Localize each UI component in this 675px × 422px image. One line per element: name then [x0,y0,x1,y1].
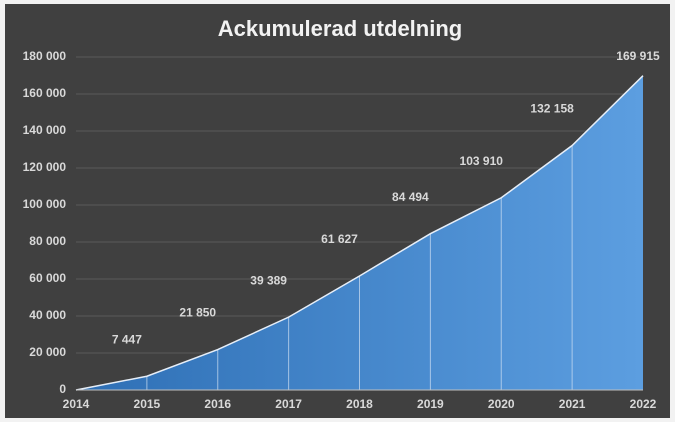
y-tick-label: 60 000 [29,271,66,285]
chart-title: Ackumulerad utdelning [218,16,462,41]
x-tick-label: 2015 [134,397,161,411]
y-tick-label: 100 000 [23,197,67,211]
x-tick-label: 2017 [275,397,302,411]
data-label: 103 910 [460,154,504,168]
x-tick-label: 2016 [204,397,231,411]
x-tick-label: 2018 [346,397,373,411]
y-tick-label: 120 000 [23,160,67,174]
area-outline [75,75,644,391]
x-tick-label: 2021 [559,397,586,411]
x-tick-label: 2014 [63,397,90,411]
data-label: 39 389 [250,273,287,287]
y-tick-label: 80 000 [29,234,66,248]
data-label: 132 158 [530,102,574,116]
data-label: 21 850 [179,306,216,320]
x-tick-label: 2019 [417,397,444,411]
y-tick-label: 180 000 [23,49,67,63]
y-tick-label: 140 000 [23,123,67,137]
data-label: 84 494 [392,190,429,204]
y-tick-label: 0 [59,382,66,396]
x-tick-label: 2022 [630,397,657,411]
x-tick-label: 2020 [488,397,515,411]
y-tick-label: 40 000 [29,308,66,322]
data-label: 7 447 [112,332,142,346]
data-label: 61 627 [321,232,358,246]
data-label: 169 915 [616,49,660,63]
y-tick-label: 160 000 [23,86,67,100]
y-tick-label: 20 000 [29,345,66,359]
